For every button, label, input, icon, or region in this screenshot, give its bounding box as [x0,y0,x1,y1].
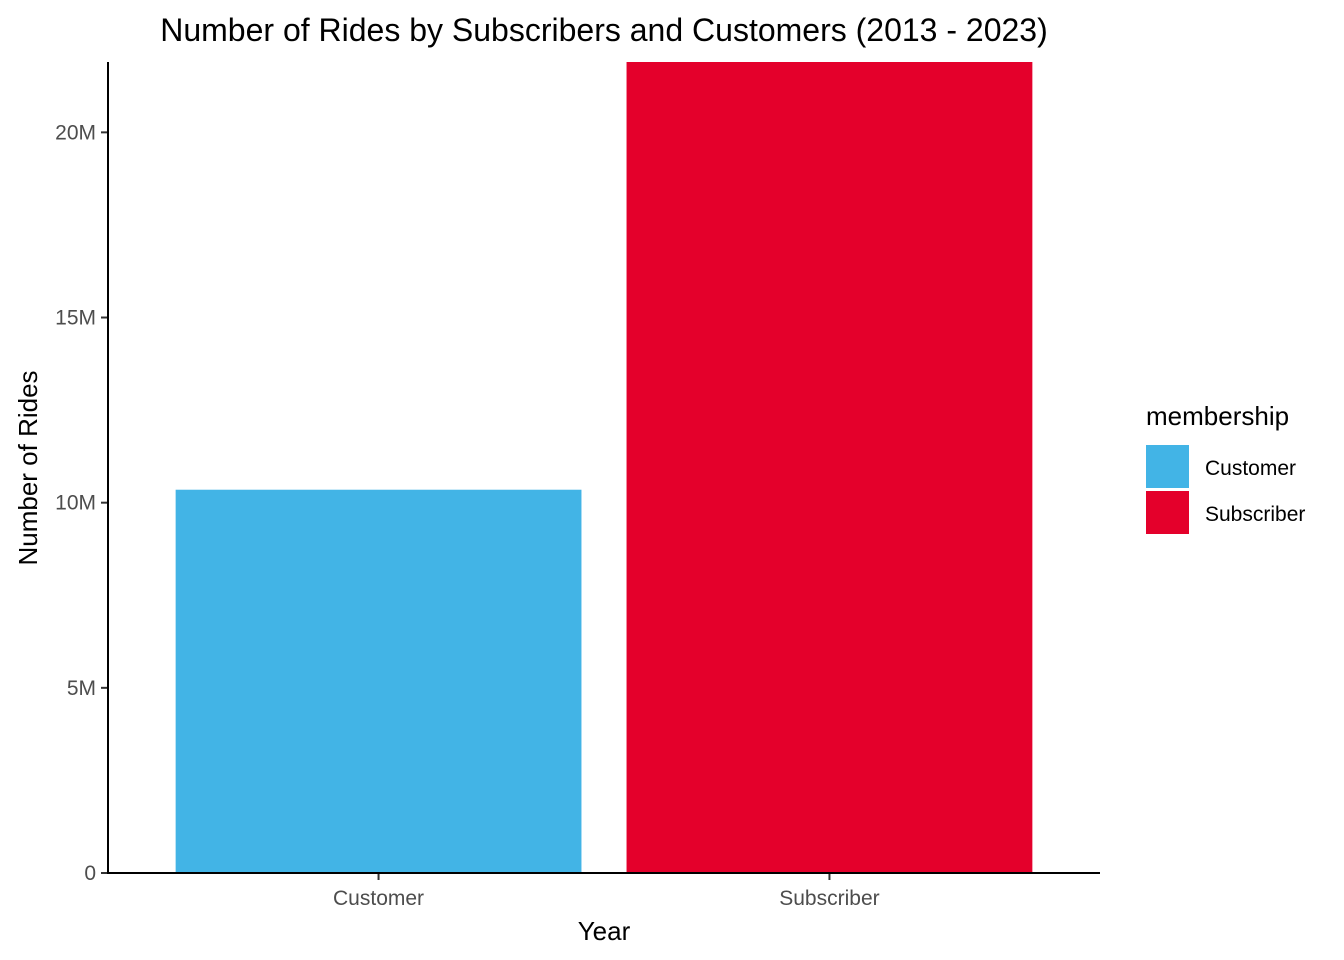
y-axis-title: Number of Rides [13,370,43,565]
bars-layer [175,62,1033,873]
bar-customer [175,489,582,873]
legend-label-customer: Customer [1205,457,1296,480]
x-tick-label: Customer [333,887,424,910]
y-tick-label: 15M [55,307,96,330]
legend-items: Customer Subscriber [1146,445,1305,534]
chart-title: Number of Rides by Subscribers and Custo… [160,12,1048,48]
legend-swatch-subscriber [1146,491,1189,534]
x-axis-ticks: Customer Subscriber [333,873,880,910]
legend: membership Customer Subscriber [1146,401,1305,534]
y-axis-ticks: 0 5M 10M 15M 20M [55,121,108,885]
y-tick-label: 5M [67,677,96,700]
legend-swatch-customer [1146,445,1189,488]
legend-label-subscriber: Subscriber [1205,503,1305,526]
bar-subscriber [626,62,1033,873]
y-tick-label: 20M [55,121,96,144]
y-tick-label: 10M [55,492,96,515]
legend-title: membership [1146,401,1289,431]
y-tick-label: 0 [84,862,96,885]
x-tick-label: Subscriber [779,887,879,910]
x-axis-title: Year [578,916,631,946]
